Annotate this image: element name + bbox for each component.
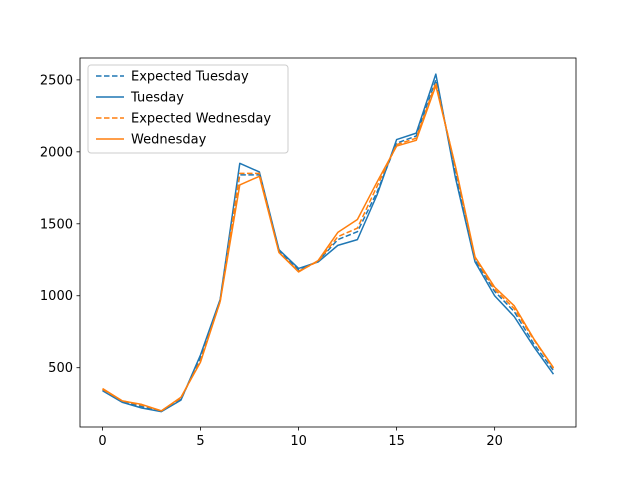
- y-tick-label: 2500: [40, 73, 73, 88]
- x-tick-label: 15: [388, 434, 405, 449]
- legend-label-1: Expected Tuesday: [131, 70, 249, 85]
- x-tick-label: 0: [98, 434, 106, 449]
- y-tick-label: 1000: [40, 289, 73, 304]
- x-tick-label: 10: [290, 434, 307, 449]
- y-tick-label: 2000: [40, 145, 73, 160]
- legend-box: [87, 64, 289, 154]
- series-layer: [102, 73, 555, 413]
- series-line-4: [102, 84, 555, 412]
- plot-frame: [79, 57, 577, 428]
- axes-layer: 0 5 10 15 20 500 1000 1500 2000 2500: [40, 57, 577, 449]
- legend-label-3: Expected Wednesday: [131, 112, 271, 127]
- y-tick-label: 1500: [40, 217, 73, 232]
- legend: Expected Tuesday Tuesday Expected Wednesda…: [87, 64, 289, 154]
- series-line-2: [102, 73, 555, 413]
- legend-label-4: Wednesday: [131, 133, 207, 148]
- x-tick-label: 5: [196, 434, 204, 449]
- x-tick-label: 20: [486, 434, 503, 449]
- y-tick-label: 500: [48, 361, 73, 376]
- legend-label-2: Tuesday: [130, 91, 184, 106]
